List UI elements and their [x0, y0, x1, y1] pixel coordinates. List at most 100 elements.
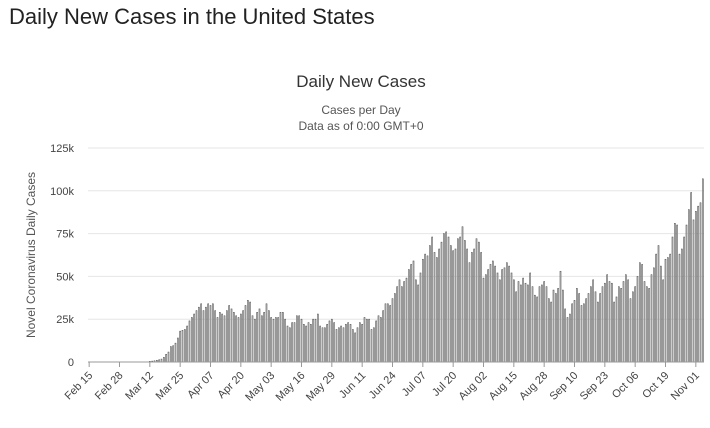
bar [445, 231, 447, 363]
bar [669, 253, 671, 363]
bar [389, 305, 391, 363]
grid-lines [88, 147, 704, 320]
bar [181, 330, 184, 363]
bar [590, 286, 592, 363]
bar [331, 318, 333, 363]
bar [450, 245, 452, 363]
bar [485, 274, 487, 363]
bar [629, 298, 632, 363]
bar [571, 303, 573, 363]
bar [293, 322, 296, 363]
bar [606, 274, 608, 363]
y-tick-label: 125k [50, 143, 74, 155]
x-tick-label: Aug 15 [487, 370, 520, 403]
bar [510, 272, 513, 363]
bar [286, 325, 289, 363]
x-tick-label: Feb 28 [93, 370, 126, 403]
y-tick-label: 50k [56, 271, 74, 283]
bar [559, 270, 562, 363]
bar [702, 178, 704, 363]
y-axis-label: Novel Coronavirus Daily Cases [24, 172, 38, 338]
bar [366, 318, 368, 363]
bar [548, 298, 550, 363]
bar [573, 300, 576, 363]
bar [447, 236, 450, 363]
bar [618, 286, 620, 363]
bar [468, 262, 471, 363]
bar [436, 257, 438, 363]
bar [228, 305, 230, 363]
x-tick-label: Sep 23 [578, 370, 611, 403]
bar [387, 303, 389, 363]
bar [216, 317, 219, 363]
bar [531, 286, 534, 363]
bar [503, 267, 506, 363]
bar [410, 264, 412, 363]
bar [310, 324, 312, 363]
bar [688, 209, 690, 363]
bar [338, 327, 340, 363]
bar [513, 279, 515, 363]
bar [438, 248, 440, 363]
bar [660, 265, 662, 363]
bar [487, 269, 489, 363]
bar [417, 284, 419, 363]
bar [370, 329, 373, 363]
bar [622, 281, 625, 363]
bar [403, 281, 405, 363]
bar [641, 264, 643, 363]
bar [459, 236, 461, 363]
bar [282, 312, 284, 363]
bar [627, 279, 629, 363]
bar [354, 332, 356, 363]
x-tick-label: May 03 [243, 370, 277, 404]
bar [611, 282, 613, 363]
bar [319, 325, 321, 363]
bar [494, 265, 496, 363]
bar [244, 305, 247, 363]
bar [461, 226, 464, 363]
bar [263, 312, 265, 363]
bar [601, 286, 604, 363]
bar [545, 286, 548, 363]
bar [429, 245, 431, 363]
bar [382, 310, 384, 363]
bar [597, 301, 599, 363]
bar [433, 252, 436, 363]
bar [443, 233, 445, 363]
bar [193, 313, 195, 363]
x-tick-label: Jun 24 [367, 370, 399, 402]
bar [643, 281, 646, 363]
bar [534, 294, 536, 363]
bar [529, 272, 531, 363]
x-tick-label: Sep 10 [547, 370, 580, 403]
bar [695, 211, 697, 363]
bar [697, 205, 699, 363]
bar [639, 262, 641, 363]
bar [506, 262, 508, 363]
bar [349, 324, 352, 363]
bar [527, 284, 529, 363]
bar [270, 317, 272, 363]
bar [363, 317, 366, 363]
bar [580, 305, 583, 363]
bar [664, 258, 667, 363]
bar [424, 253, 426, 363]
bar [501, 269, 503, 363]
y-tick-label: 25k [56, 314, 74, 326]
bar [230, 308, 233, 363]
bar [538, 286, 541, 363]
bar [237, 317, 240, 363]
bar [198, 306, 200, 363]
bar [452, 250, 454, 363]
bar [195, 310, 198, 363]
bar [583, 303, 585, 363]
bar [359, 322, 361, 363]
chart-title: Daily New Cases [296, 72, 425, 91]
bar [186, 325, 188, 363]
bar [233, 312, 235, 363]
x-tick-label: Nov 01 [669, 370, 702, 403]
bar [685, 224, 688, 363]
bar [177, 337, 179, 363]
